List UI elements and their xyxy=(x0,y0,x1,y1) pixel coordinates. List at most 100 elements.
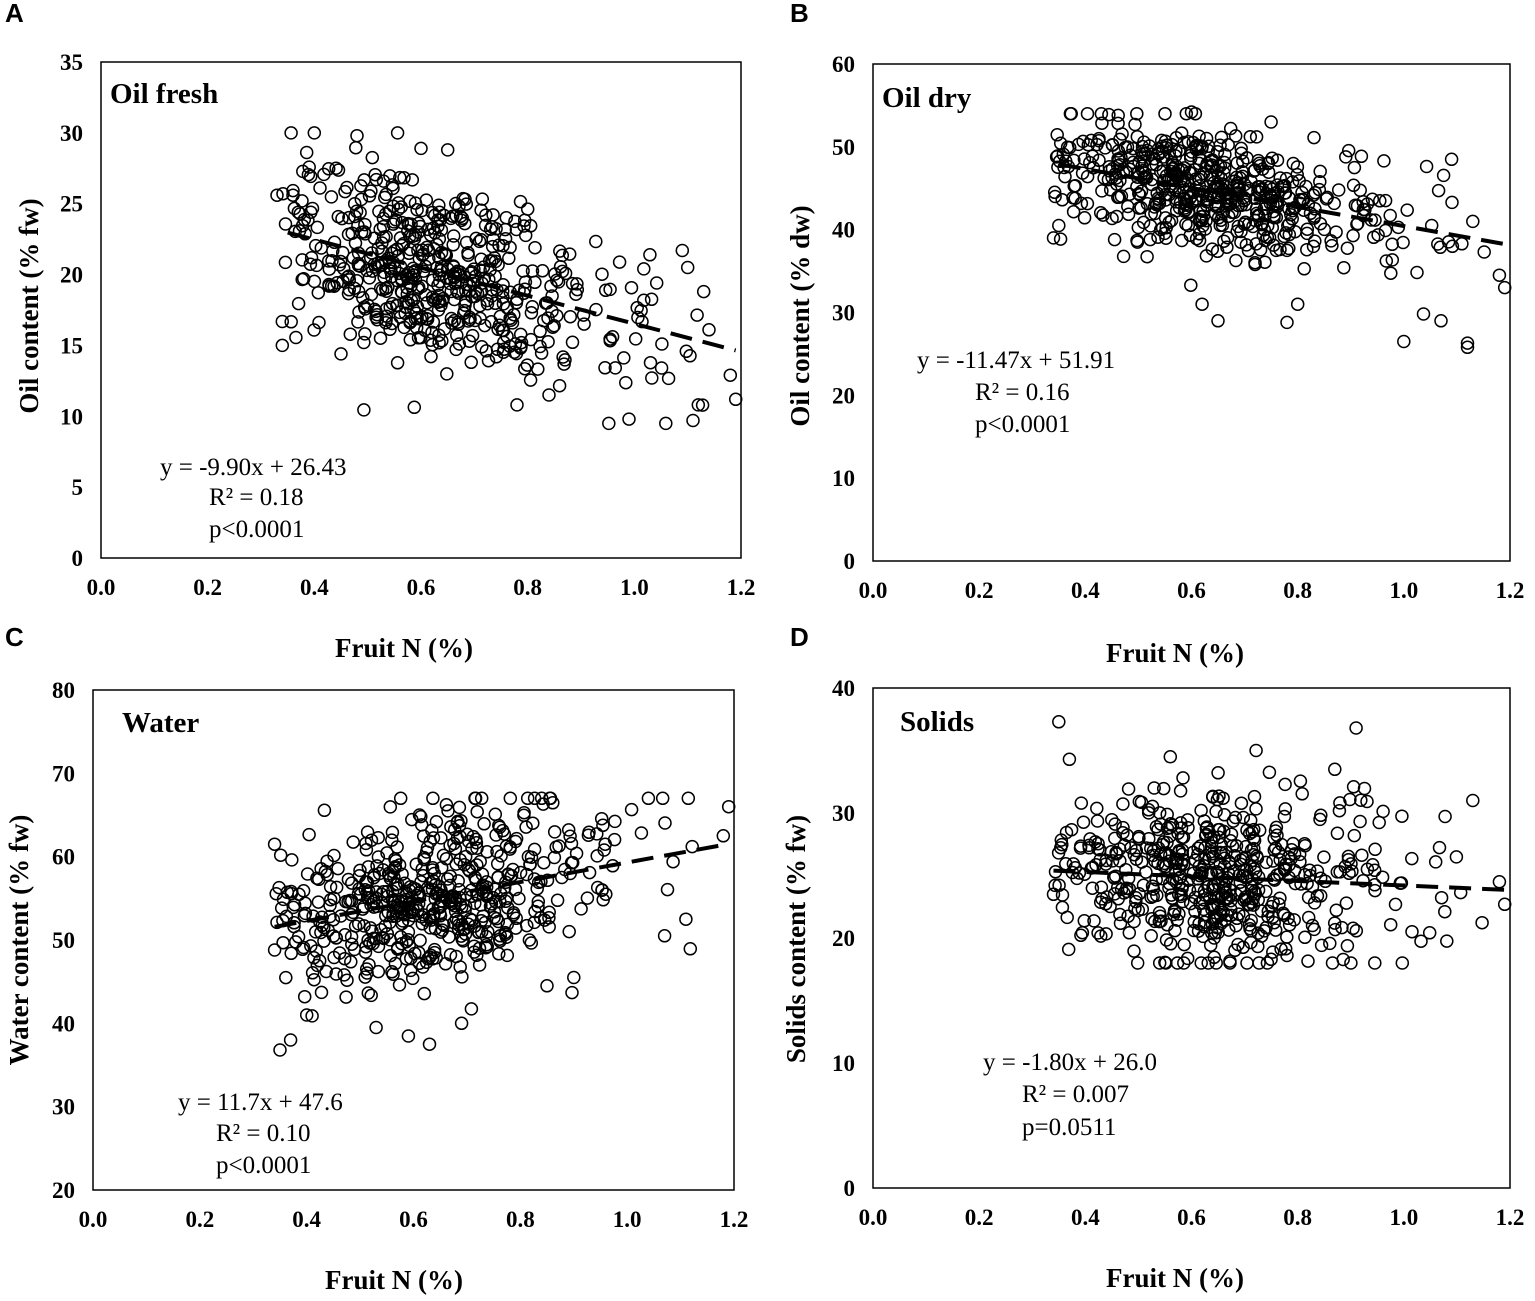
data-point-a xyxy=(330,276,344,290)
data-point-b xyxy=(1158,187,1173,202)
data-point-c xyxy=(331,861,345,876)
data-point-c xyxy=(597,843,611,857)
data-point-b xyxy=(1093,206,1108,220)
data-point-d xyxy=(1223,956,1237,970)
data-point-d xyxy=(1173,784,1188,798)
data-point-a xyxy=(348,209,362,224)
data-point-d xyxy=(1209,956,1223,970)
data-point-b xyxy=(1060,140,1075,154)
data-point-b xyxy=(1055,193,1069,207)
data-point-a xyxy=(475,192,490,206)
data-point-d xyxy=(1090,814,1105,828)
data-point-b xyxy=(1096,208,1110,222)
data-point-b xyxy=(1058,169,1072,184)
data-point-a xyxy=(340,180,354,195)
x-tick-label-b: 0.2 xyxy=(965,578,994,603)
data-point-b xyxy=(1164,164,1178,179)
data-point-d xyxy=(1259,884,1273,899)
data-point-a xyxy=(378,190,392,205)
p-value-d: p=0.0511 xyxy=(1022,1114,1116,1141)
data-point-c xyxy=(320,854,334,868)
data-point-a xyxy=(452,199,466,214)
data-point-b xyxy=(1460,340,1475,355)
data-point-b xyxy=(1466,214,1480,229)
data-point-a xyxy=(525,264,540,278)
data-point-c xyxy=(379,908,393,923)
data-point-c xyxy=(522,933,537,947)
data-point-b xyxy=(1306,188,1321,202)
data-point-c xyxy=(314,925,328,940)
data-point-d xyxy=(1156,781,1171,796)
y-tick-label-c: 20 xyxy=(52,1178,75,1203)
data-point-a xyxy=(373,331,388,345)
data-point-a xyxy=(284,126,298,140)
chart-title-c: Water xyxy=(122,707,199,739)
data-point-b xyxy=(1156,150,1170,164)
data-point-c xyxy=(470,804,484,819)
data-point-b xyxy=(1221,138,1235,152)
data-point-d xyxy=(1164,888,1179,902)
data-point-c xyxy=(283,1033,298,1047)
data-point-c xyxy=(286,900,301,915)
data-point-b xyxy=(1282,202,1296,216)
data-point-a xyxy=(311,285,326,300)
data-point-a xyxy=(525,300,540,314)
data-point-c xyxy=(431,900,446,914)
data-point-b xyxy=(1130,233,1144,248)
data-point-d xyxy=(1242,826,1257,841)
data-point-a xyxy=(520,202,535,216)
data-point-d xyxy=(1211,890,1226,904)
data-point-c xyxy=(490,857,505,871)
x-tick-label-b: 1.0 xyxy=(1389,578,1418,603)
data-point-b xyxy=(1053,232,1068,246)
data-point-a xyxy=(296,272,311,286)
data-point-c xyxy=(491,870,505,884)
data-point-a xyxy=(403,333,418,347)
data-point-c xyxy=(413,933,427,948)
x-tick-label-a: 0.2 xyxy=(193,575,222,600)
x-tick-label-d: 0.0 xyxy=(859,1205,888,1230)
x-tick-label-c: 1.0 xyxy=(613,1207,642,1232)
data-point-d xyxy=(1332,803,1347,818)
data-point-d xyxy=(1226,814,1241,828)
y-tick-label-d: 40 xyxy=(832,676,855,701)
equation-a: y = -9.90x + 26.43 xyxy=(160,454,347,481)
data-point-c xyxy=(422,1037,437,1051)
data-point-b xyxy=(1183,191,1198,205)
r-squared-d: R² = 0.007 xyxy=(1022,1081,1129,1108)
data-point-b xyxy=(1286,156,1301,171)
data-point-b xyxy=(1249,237,1263,251)
data-point-d xyxy=(1163,937,1178,951)
data-point-c xyxy=(493,894,507,909)
data-point-b xyxy=(1290,297,1305,311)
data-point-a xyxy=(444,284,458,299)
data-point-d xyxy=(1294,877,1308,891)
data-point-a xyxy=(342,269,356,283)
data-point-c xyxy=(681,791,696,806)
data-point-c xyxy=(657,929,672,943)
data-point-d xyxy=(1328,762,1342,777)
data-point-b xyxy=(1190,192,1204,206)
data-point-d xyxy=(1222,854,1236,869)
data-point-c xyxy=(660,882,675,897)
data-point-c xyxy=(380,889,395,904)
data-point-a xyxy=(702,323,716,337)
data-point-d xyxy=(1268,923,1283,937)
data-point-a xyxy=(450,284,464,298)
data-point-c xyxy=(292,887,306,902)
data-point-b xyxy=(1243,129,1258,144)
data-point-c xyxy=(440,872,455,886)
data-point-a xyxy=(397,171,411,185)
data-point-c xyxy=(537,855,551,870)
data-point-b xyxy=(1300,226,1314,241)
data-point-a xyxy=(474,252,488,267)
data-point-a xyxy=(595,267,609,281)
data-point-a xyxy=(550,273,564,287)
data-point-c xyxy=(401,1029,416,1043)
data-point-c xyxy=(383,800,398,814)
data-point-d xyxy=(1428,855,1443,869)
data-point-d xyxy=(1383,917,1398,932)
data-point-d xyxy=(1144,929,1158,943)
data-point-c xyxy=(435,917,450,931)
data-point-c xyxy=(422,883,436,898)
